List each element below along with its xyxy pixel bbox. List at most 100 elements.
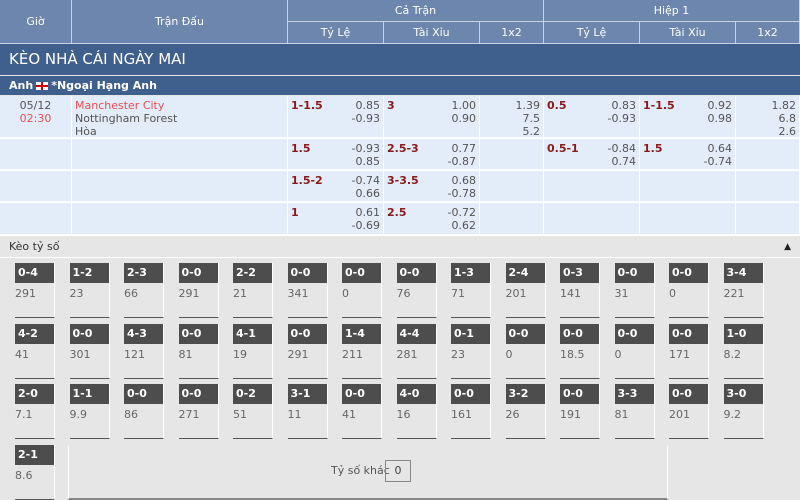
odds-cell[interactable]: 1 0.61 -0.69 [288,203,384,236]
score-tile[interactable]: 0-0 31 [614,263,655,318]
score-tile[interactable]: 0-4 291 [15,263,55,318]
score-tile[interactable]: 0-0 86 [124,384,164,439]
score-tile[interactable]: 0-0 81 [178,323,219,379]
score-tile[interactable]: 0-0 161 [451,384,491,439]
odds-value[interactable]: 1.00 [451,99,477,112]
score-tile[interactable]: 0-0 171 [669,323,709,379]
odds-value[interactable]: -0.69 [351,219,380,232]
score-tile[interactable]: 0-0 18.5 [560,323,600,379]
odds-cell[interactable] [640,171,736,203]
odds-1x2[interactable]: 6.8 [778,112,797,125]
odds-value[interactable]: 0.90 [451,112,477,125]
score-tile[interactable]: 0-0 291 [178,263,219,318]
score-tile[interactable]: 0-0 301 [69,323,110,379]
odds-1x2[interactable]: 1.82 [771,99,797,112]
odds-1x2[interactable]: 1.39 [515,99,541,112]
odds-value[interactable]: -0.78 [447,187,476,200]
caret-up-icon[interactable]: ▲ [784,242,791,252]
odds-cell[interactable]: 1-1.5 0.85 -0.93 [288,96,384,139]
score-tile[interactable]: 3-1 11 [287,384,328,439]
odds-cell[interactable] [544,203,640,236]
odds-cell[interactable] [480,203,544,236]
score-tile[interactable]: 1-2 23 [69,263,110,318]
odds-value[interactable]: -0.74 [703,155,732,168]
score-tile[interactable]: 0-0 201 [669,384,709,439]
odds-1x2[interactable]: 7.5 [522,112,541,125]
league-header[interactable]: Anh *Ngoại Hạng Anh [0,76,800,95]
odds-value[interactable]: 0.64 [707,142,733,155]
odds-cell[interactable]: 1.5 -0.93 0.85 [288,139,384,171]
score-tile[interactable]: 0-0 0 [505,323,546,379]
odds-value[interactable]: -0.74 [351,174,380,187]
score-tile[interactable]: 1-0 8.2 [723,323,764,379]
score-tile[interactable]: 4-2 41 [15,323,55,379]
odds-cell[interactable]: 1-1.5 0.92 0.98 [640,96,736,139]
odds-cell[interactable]: 2.5 -0.72 0.62 [384,203,480,236]
odds-cell[interactable] [736,203,800,236]
odds-value[interactable]: 0.74 [611,155,637,168]
odds-value[interactable]: 0.68 [451,174,477,187]
score-tile[interactable]: 0-0 191 [560,384,600,439]
odds-value[interactable]: 0.85 [355,99,381,112]
score-tile[interactable]: 1-1 9.9 [69,384,110,439]
odds-value[interactable]: 0.85 [355,155,381,168]
other-score-value[interactable]: 0 [385,460,411,482]
score-tile[interactable]: 0-0 0 [614,323,655,379]
odds-cell[interactable] [544,171,640,203]
score-tile[interactable]: 2-0 7.1 [15,384,55,439]
odds-cell[interactable]: 1.39 7.5 5.2 [480,96,544,139]
score-tile[interactable]: 0-0 291 [287,323,328,379]
odds-cell[interactable]: 3 1.00 0.90 [384,96,480,139]
odds-value[interactable]: 0.77 [451,142,477,155]
odds-cell[interactable]: 2.5-3 0.77 -0.87 [384,139,480,171]
score-tile[interactable]: 1-3 71 [451,263,491,318]
score-tile[interactable]: 0-2 51 [233,384,273,439]
odds-cell[interactable]: 0.5 0.83 -0.93 [544,96,640,139]
score-tile[interactable]: 0-0 271 [178,384,219,439]
score-tile[interactable]: 0-0 341 [287,263,328,318]
score-tile[interactable]: 4-3 121 [124,323,164,379]
odds-cell[interactable]: 1.5 0.64 -0.74 [640,139,736,171]
odds-cell[interactable] [480,171,544,203]
score-tile[interactable]: 2-3 66 [124,263,164,318]
odds-value[interactable]: 0.83 [611,99,637,112]
score-tile[interactable]: 3-3 81 [614,384,655,439]
odds-value[interactable]: -0.93 [351,112,380,125]
odds-value[interactable]: 0.66 [355,187,381,200]
score-tile[interactable]: 0-0 76 [396,263,437,318]
score-tile[interactable]: 3-0 9.2 [723,384,764,439]
score-tile[interactable]: 1-4 211 [342,323,382,379]
odds-value[interactable]: 0.92 [707,99,733,112]
score-tile[interactable]: 0-1 23 [451,323,491,379]
odds-1x2[interactable]: 5.2 [522,125,541,138]
score-tile[interactable]: 2-2 21 [233,263,273,318]
odds-cell[interactable]: 0.5-1 -0.84 0.74 [544,139,640,171]
odds-value[interactable]: 0.98 [707,112,733,125]
score-tile[interactable]: 0-0 41 [342,384,382,439]
score-tile[interactable]: 3-2 26 [505,384,546,439]
odds-1x2[interactable]: 2.6 [778,125,797,138]
score-tile[interactable]: 3-4 221 [723,263,764,318]
odds-cell[interactable] [736,171,800,203]
score-tile[interactable]: 4-4 281 [396,323,437,379]
odds-value[interactable]: -0.72 [447,206,476,219]
score-tile[interactable]: 0-0 0 [342,263,382,318]
score-tile[interactable]: 2-1 8.6 [15,444,55,500]
odds-value[interactable]: -0.84 [607,142,636,155]
score-tile[interactable]: 2-4 201 [505,263,546,318]
odds-cell[interactable] [480,139,544,171]
score-tile[interactable]: 0-0 0 [669,263,709,318]
odds-value[interactable]: 0.62 [451,219,477,232]
odds-value[interactable]: 0.61 [355,206,381,219]
score-tile[interactable]: 4-1 19 [233,323,273,379]
odds-value[interactable]: -0.93 [351,142,380,155]
odds-cell[interactable]: 3-3.5 0.68 -0.78 [384,171,480,203]
odds-cell[interactable] [640,203,736,236]
odds-cell[interactable]: 1.5-2 -0.74 0.66 [288,171,384,203]
odds-cell[interactable]: 1.82 6.8 2.6 [736,96,800,139]
scores-section-header[interactable]: Kèo tỷ số ▲ [0,236,800,258]
score-tile[interactable]: 0-3 141 [560,263,600,318]
odds-cell[interactable] [736,139,800,171]
score-tile[interactable]: 4-0 16 [396,384,437,439]
odds-value[interactable]: -0.93 [607,112,636,125]
